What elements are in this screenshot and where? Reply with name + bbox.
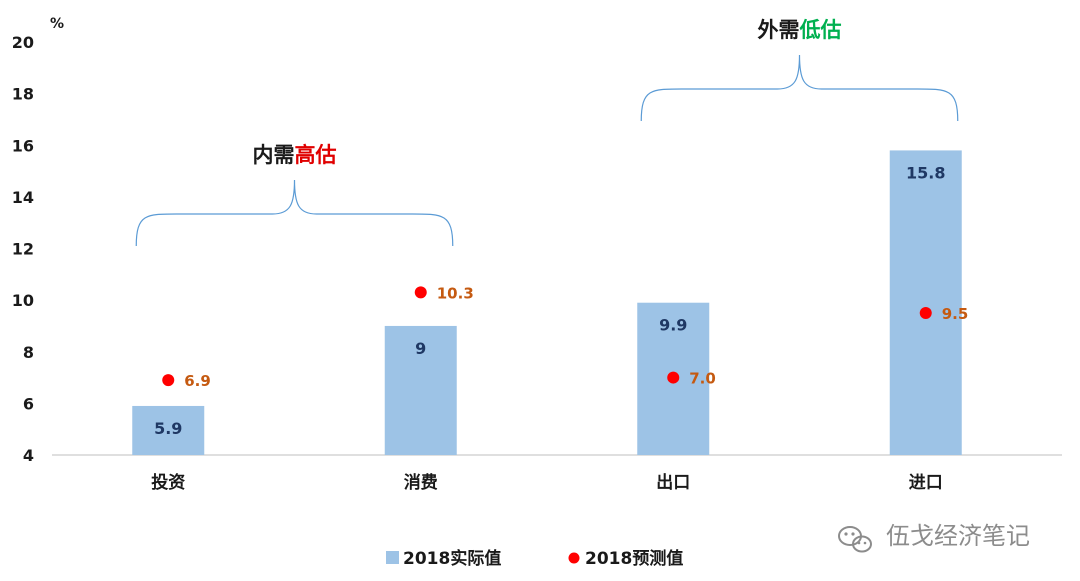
annotation-highlight: 低估 <box>799 18 842 42</box>
x-tick-label: 出口 <box>656 472 690 493</box>
forecast-value-label: 7.0 <box>689 370 716 388</box>
legend-swatch-point <box>568 552 580 564</box>
y-axis-unit: % <box>50 16 64 32</box>
y-tick-label: 16 <box>12 136 34 155</box>
annotation-external: 外需低估 <box>758 18 842 42</box>
brace-external <box>640 54 959 122</box>
legend-swatch-bar <box>386 551 399 564</box>
bar-value-label: 5.9 <box>154 419 182 438</box>
watermark: 伍戈经济笔记 <box>838 522 1030 553</box>
bar <box>889 150 962 455</box>
legend-label-bar: 2018实际值 <box>403 548 501 569</box>
y-tick-label: 6 <box>23 394 34 413</box>
forecast-point <box>162 374 175 387</box>
y-tick-label: 8 <box>23 343 34 362</box>
annotation-highlight: 高估 <box>295 143 337 167</box>
wechat-icon <box>838 526 872 553</box>
y-tick-label: 4 <box>23 446 34 465</box>
annotation-domestic: 内需高估 <box>253 143 337 167</box>
brace-domestic <box>135 179 454 247</box>
x-tick-label: 进口 <box>909 473 943 493</box>
legend: 2018实际值 2018预测值 <box>386 548 683 569</box>
watermark-text: 伍戈经济笔记 <box>886 522 1030 550</box>
bar-value-label: 9.9 <box>659 316 687 335</box>
y-tick-label: 20 <box>12 33 34 52</box>
bar-value-label: 15.8 <box>906 163 945 182</box>
y-tick-label: 18 <box>12 85 34 104</box>
annotation-layer: 内需高估 外需低估 <box>135 18 959 247</box>
y-tick-label: 12 <box>12 240 34 259</box>
bar <box>132 405 205 455</box>
axis-layer: 4 6 8 10 12 14 16 18 20% 投资 消费 出口 进口 <box>12 16 1062 493</box>
bar <box>384 325 457 455</box>
legend-label-point: 2018预测值 <box>585 548 683 569</box>
x-tick-label: 投资 <box>151 472 185 493</box>
forecast-value-label: 6.9 <box>184 372 211 390</box>
bar-value-label: 9 <box>415 339 426 358</box>
forecast-point <box>414 286 427 299</box>
annotation-prefix: 内需 <box>253 143 295 167</box>
bar-layer: 5.9 9 9.9 15.8 <box>132 150 962 455</box>
annotation-prefix: 外需 <box>758 18 800 42</box>
y-tick-label: 10 <box>12 291 34 310</box>
x-tick-label: 消费 <box>404 472 438 493</box>
forecast-point <box>667 371 680 384</box>
point-layer: 6.9 10.3 7.0 9.5 <box>162 284 968 390</box>
forecast-value-label: 9.5 <box>942 305 969 323</box>
forecast-point <box>919 307 932 320</box>
forecast-value-label: 10.3 <box>437 284 474 302</box>
y-tick-label: 14 <box>12 188 34 207</box>
